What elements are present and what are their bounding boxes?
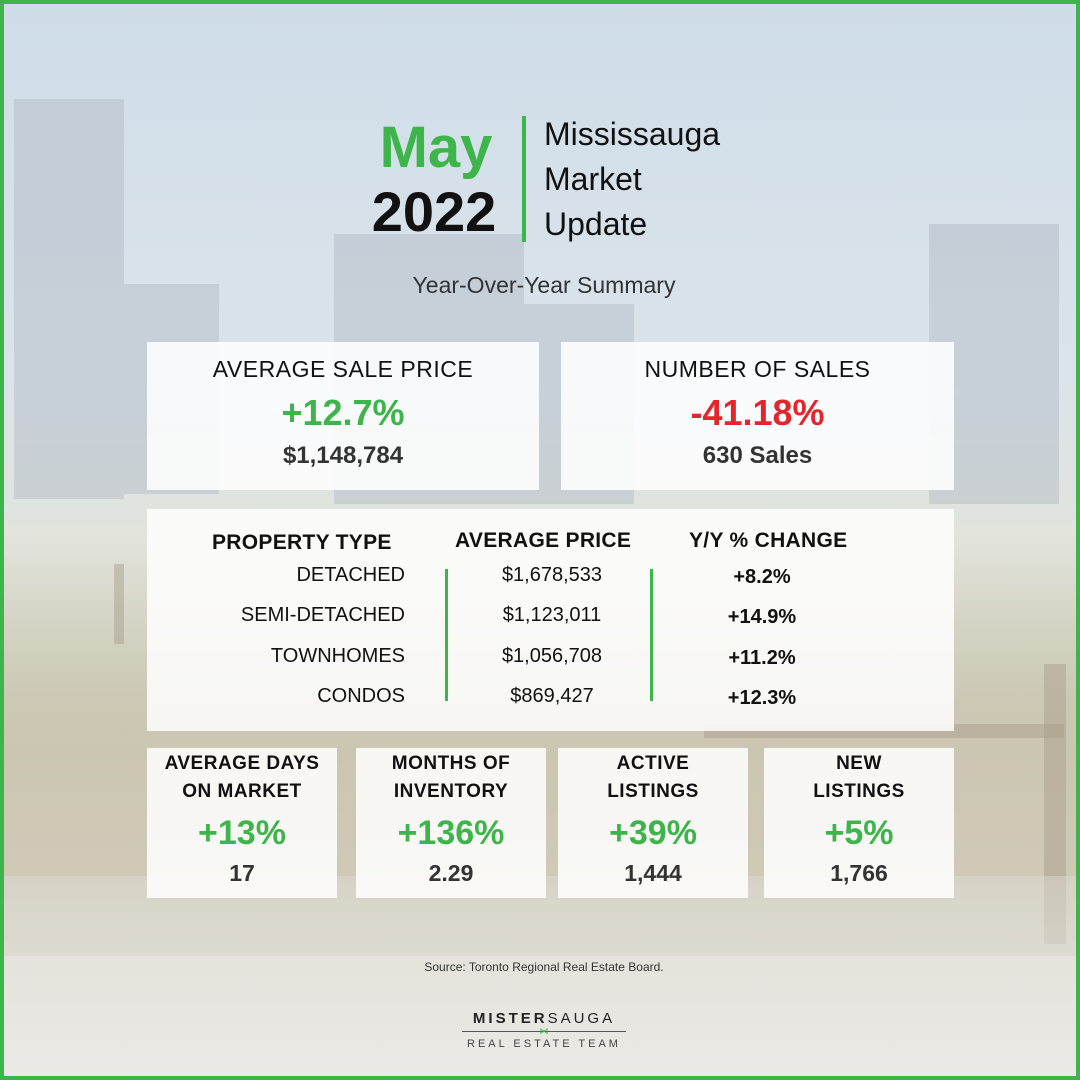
table-row-type: DETACHED: [296, 564, 405, 586]
title-line: Mississauga: [544, 116, 721, 152]
table-row-price: $1,056,708: [501, 645, 603, 667]
report-title: Mississauga Market Update: [544, 112, 720, 247]
card-change: +12.7%: [281, 392, 405, 433]
table-row-change: +8.2%: [733, 566, 791, 588]
card-label-line: NEW: [836, 753, 882, 774]
column-divider: [445, 569, 448, 701]
table-row-type: CONDOS: [317, 685, 405, 707]
property-type-table: PROPERTY TYPE AVERAGE PRICE Y/Y % CHANGE…: [147, 509, 954, 731]
card-value: 2.29: [428, 860, 474, 886]
bowtie-icon: ⋈: [539, 1026, 549, 1036]
logo-name-bold: MISTER: [472, 1010, 548, 1027]
table-row-price: $1,123,011: [502, 604, 602, 626]
card-label: AVERAGE SALE PRICE: [212, 356, 474, 382]
card-change: +39%: [609, 814, 697, 852]
table-row-change: +12.3%: [727, 687, 797, 709]
card-label-line: MONTHS OF: [391, 753, 511, 774]
card-label-line: LISTINGS: [607, 781, 699, 802]
header: May 2022 Mississauga Market Update: [4, 112, 1076, 252]
card-label-line: AVERAGE DAYS: [164, 753, 320, 774]
card-value: 630 Sales: [702, 442, 813, 469]
card-label-line: ACTIVE: [616, 753, 690, 774]
stat-card-new-listings: NEW LISTINGS +5% 1,766: [764, 748, 954, 898]
stat-card-active-listings: ACTIVE LISTINGS +39% 1,444: [558, 748, 748, 898]
brand-logo: MISTERSAUGA ⋈ REAL ESTATE TEAM: [4, 1010, 1076, 1050]
card-change: +5%: [824, 814, 894, 852]
table-row-change: +14.9%: [727, 606, 797, 628]
card-label-line: INVENTORY: [393, 781, 509, 802]
subtitle: Year-Over-Year Summary: [412, 272, 676, 298]
card-value: $1,148,784: [282, 442, 404, 469]
column-header-property-type: PROPERTY TYPE: [212, 531, 392, 554]
column-header-yy-change: Y/Y % CHANGE: [689, 529, 848, 552]
stat-card-days-on-market: AVERAGE DAYS ON MARKET +13% 17: [147, 748, 337, 898]
header-divider: [522, 116, 526, 242]
year: 2022: [371, 180, 497, 243]
logo-tagline: REAL ESTATE TEAM: [467, 1038, 621, 1050]
card-value: 17: [229, 860, 255, 886]
logo-rule: ⋈: [462, 1026, 626, 1036]
card-label-line: LISTINGS: [813, 781, 905, 802]
logo-name-light: SAUGA: [547, 1010, 616, 1027]
column-divider: [650, 569, 653, 701]
card-value: 1,766: [830, 860, 888, 886]
logo-wordmark: MISTERSAUGA: [4, 1010, 1076, 1027]
source-note: Source: Toronto Regional Real Estate Boa…: [424, 960, 664, 974]
month: May: [379, 115, 493, 180]
table-row-type: TOWNHOMES: [270, 645, 405, 667]
card-change: +13%: [198, 814, 286, 852]
table-row-price: $869,427: [510, 685, 594, 707]
average-sale-price-card: AVERAGE SALE PRICE +12.7% $1,148,784: [147, 342, 539, 490]
table-row-type: SEMI-DETACHED: [240, 604, 405, 626]
column-header-average-price: AVERAGE PRICE: [455, 529, 632, 552]
number-of-sales-card: NUMBER OF SALES -41.18% 630 Sales: [561, 342, 954, 490]
title-line: Market: [544, 161, 642, 197]
card-label: NUMBER OF SALES: [644, 356, 871, 382]
stat-card-months-of-inventory: MONTHS OF INVENTORY +136% 2.29: [356, 748, 546, 898]
title-line: Update: [544, 206, 648, 242]
table-row-price: $1,678,533: [501, 564, 603, 586]
card-label-line: ON MARKET: [182, 781, 302, 802]
table-row-change: +11.2%: [728, 647, 796, 669]
card-value: 1,444: [624, 860, 682, 886]
card-change: -41.18%: [690, 392, 825, 433]
card-change: +136%: [397, 814, 505, 852]
